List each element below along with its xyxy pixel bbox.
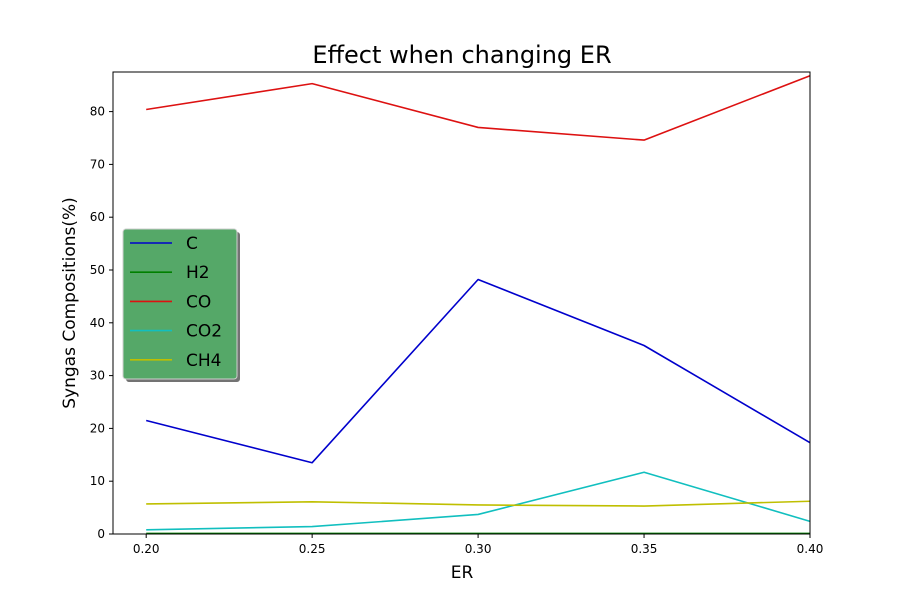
legend-label-co2: CO2	[186, 322, 222, 342]
y-tick-label: 80	[90, 105, 105, 119]
x-axis-ticks: 0.20 0.25 0.30 0.35 0.40	[133, 534, 824, 556]
y-tick-label: 70	[90, 157, 105, 171]
y-tick-label: 40	[90, 316, 105, 330]
legend-label-co: CO	[186, 292, 211, 312]
y-tick-label: 0	[97, 527, 105, 541]
y-tick-label: 20	[90, 421, 105, 435]
x-tick-label: 0.30	[465, 542, 492, 556]
series-line-co	[146, 74, 811, 141]
x-tick-label: 0.40	[797, 542, 824, 556]
x-tick-label: 0.20	[133, 542, 160, 556]
legend: C H2 CO CO2 CH4	[122, 228, 240, 382]
legend-label-h2: H2	[186, 263, 210, 283]
plot-area-frame	[112, 71, 811, 535]
x-tick-label: 0.35	[631, 542, 658, 556]
y-tick-label: 10	[90, 474, 105, 488]
y-tick-label: 30	[90, 369, 105, 383]
y-tick-label: 50	[90, 263, 105, 277]
x-axis-label: ER	[451, 563, 474, 583]
series-line-c	[145, 278, 811, 464]
chart-title: Effect when changing ER	[312, 41, 611, 69]
y-axis-ticks: 0 10 20 30 40 50 60 70 80	[90, 105, 113, 541]
y-tick-label: 60	[90, 210, 105, 224]
series-line-ch4	[146, 500, 811, 507]
legend-label-ch4: CH4	[186, 351, 221, 371]
legend-box	[122, 228, 238, 380]
y-axis-label: Syngas Compositions(%)	[60, 197, 80, 409]
legend-label-c: C	[186, 234, 198, 254]
series-line-co2	[146, 471, 811, 531]
x-tick-label: 0.25	[299, 542, 326, 556]
series-lines	[145, 74, 811, 535]
